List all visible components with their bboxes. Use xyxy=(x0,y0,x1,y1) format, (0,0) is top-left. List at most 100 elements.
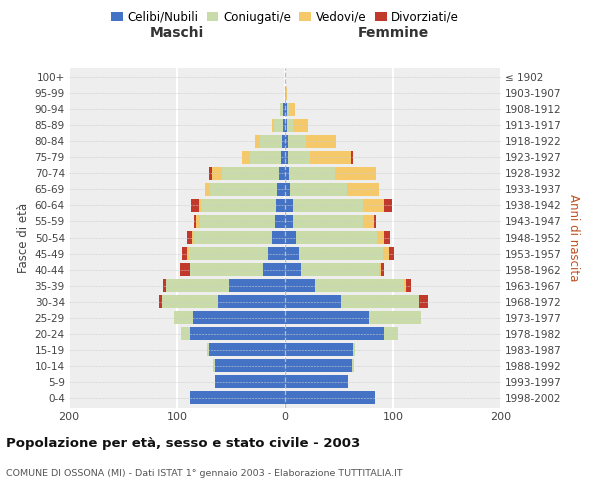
Bar xyxy=(285,360,352,372)
Bar xyxy=(374,215,376,228)
Bar xyxy=(285,247,299,260)
Bar xyxy=(289,103,295,116)
Bar xyxy=(162,295,218,308)
Bar xyxy=(293,215,363,228)
Bar xyxy=(363,215,374,228)
Bar xyxy=(404,279,406,292)
Bar xyxy=(229,279,285,292)
Bar xyxy=(187,247,189,260)
Bar xyxy=(347,183,379,196)
Bar xyxy=(260,135,282,147)
Bar xyxy=(190,263,263,276)
Bar xyxy=(272,231,285,244)
Bar xyxy=(290,183,347,196)
Bar xyxy=(207,344,209,356)
Bar xyxy=(289,167,335,180)
Bar xyxy=(285,392,374,404)
Bar xyxy=(280,103,283,116)
Bar xyxy=(285,312,369,324)
Bar xyxy=(285,199,293,212)
Bar xyxy=(205,183,211,196)
Bar xyxy=(285,231,296,244)
Bar xyxy=(285,376,347,388)
Bar xyxy=(275,215,285,228)
Bar xyxy=(285,151,288,164)
Text: Maschi: Maschi xyxy=(150,26,204,40)
Bar xyxy=(174,312,193,324)
Bar xyxy=(285,328,385,340)
Bar xyxy=(299,247,383,260)
Bar xyxy=(363,199,385,212)
Bar xyxy=(277,183,285,196)
Text: Popolazione per età, sesso e stato civile - 2003: Popolazione per età, sesso e stato civil… xyxy=(6,438,360,450)
Bar xyxy=(406,279,412,292)
Bar xyxy=(310,151,351,164)
Bar xyxy=(278,167,285,180)
Bar xyxy=(293,199,363,212)
Bar xyxy=(315,279,404,292)
Bar xyxy=(379,263,381,276)
Bar xyxy=(250,151,281,164)
Bar xyxy=(285,344,353,356)
Bar xyxy=(369,312,421,324)
Bar xyxy=(285,119,287,132)
Bar xyxy=(190,328,285,340)
Bar xyxy=(212,360,215,372)
Bar xyxy=(200,215,275,228)
Bar xyxy=(196,215,200,228)
Bar xyxy=(263,263,285,276)
Bar xyxy=(283,103,285,116)
Bar xyxy=(255,135,260,147)
Bar xyxy=(192,231,194,244)
Y-axis label: Fasce di età: Fasce di età xyxy=(17,202,31,272)
Bar xyxy=(277,199,285,212)
Bar xyxy=(274,119,283,132)
Legend: Celibi/Nubili, Coniugati/e, Vedovi/e, Divorziati/e: Celibi/Nubili, Coniugati/e, Vedovi/e, Di… xyxy=(106,6,464,28)
Bar xyxy=(182,247,187,260)
Bar xyxy=(385,328,398,340)
Bar xyxy=(180,263,190,276)
Bar xyxy=(285,263,301,276)
Bar xyxy=(341,295,419,308)
Bar xyxy=(351,151,353,164)
Bar xyxy=(389,247,394,260)
Bar xyxy=(305,135,336,147)
Bar xyxy=(194,215,196,228)
Bar xyxy=(285,183,290,196)
Bar xyxy=(419,295,428,308)
Bar xyxy=(215,360,285,372)
Bar xyxy=(385,199,392,212)
Bar xyxy=(212,167,223,180)
Bar xyxy=(194,231,272,244)
Bar xyxy=(281,151,285,164)
Bar xyxy=(166,279,229,292)
Bar xyxy=(285,215,293,228)
Bar xyxy=(209,167,212,180)
Bar xyxy=(385,231,390,244)
Bar xyxy=(293,119,308,132)
Bar xyxy=(285,103,287,116)
Bar xyxy=(287,103,289,116)
Bar xyxy=(335,167,376,180)
Bar xyxy=(189,247,268,260)
Bar xyxy=(282,135,285,147)
Bar xyxy=(381,263,385,276)
Bar xyxy=(296,231,377,244)
Text: Femmine: Femmine xyxy=(358,26,428,40)
Bar xyxy=(158,295,162,308)
Bar xyxy=(377,231,385,244)
Bar xyxy=(190,392,285,404)
Bar xyxy=(272,119,274,132)
Bar xyxy=(199,199,201,212)
Bar xyxy=(301,263,379,276)
Bar xyxy=(288,135,305,147)
Bar xyxy=(201,199,277,212)
Y-axis label: Anni di nascita: Anni di nascita xyxy=(567,194,580,281)
Bar xyxy=(283,119,285,132)
Bar xyxy=(223,167,278,180)
Bar xyxy=(285,295,341,308)
Bar xyxy=(285,135,288,147)
Bar xyxy=(215,376,285,388)
Bar xyxy=(285,86,287,100)
Bar xyxy=(242,151,250,164)
